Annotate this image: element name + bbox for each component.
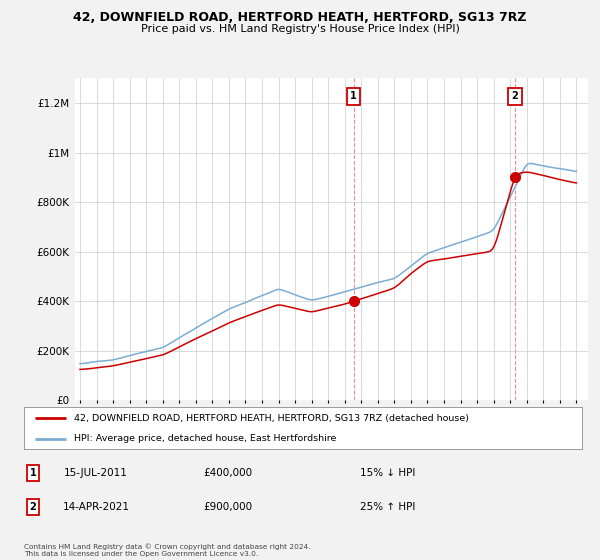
Text: 2: 2 — [512, 91, 518, 101]
Text: 14-APR-2021: 14-APR-2021 — [62, 502, 130, 512]
Text: 25% ↑ HPI: 25% ↑ HPI — [360, 502, 415, 512]
Text: 1: 1 — [29, 468, 37, 478]
Text: 42, DOWNFIELD ROAD, HERTFORD HEATH, HERTFORD, SG13 7RZ (detached house): 42, DOWNFIELD ROAD, HERTFORD HEATH, HERT… — [74, 414, 469, 423]
Text: Price paid vs. HM Land Registry's House Price Index (HPI): Price paid vs. HM Land Registry's House … — [140, 24, 460, 34]
Text: 42, DOWNFIELD ROAD, HERTFORD HEATH, HERTFORD, SG13 7RZ: 42, DOWNFIELD ROAD, HERTFORD HEATH, HERT… — [73, 11, 527, 24]
Text: 2: 2 — [29, 502, 37, 512]
Text: 1: 1 — [350, 91, 357, 101]
Text: Contains HM Land Registry data © Crown copyright and database right 2024.
This d: Contains HM Land Registry data © Crown c… — [24, 544, 311, 557]
Text: 15-JUL-2011: 15-JUL-2011 — [64, 468, 128, 478]
Text: £400,000: £400,000 — [203, 468, 253, 478]
Text: 15% ↓ HPI: 15% ↓ HPI — [360, 468, 415, 478]
Text: HPI: Average price, detached house, East Hertfordshire: HPI: Average price, detached house, East… — [74, 434, 337, 443]
Text: £900,000: £900,000 — [203, 502, 253, 512]
